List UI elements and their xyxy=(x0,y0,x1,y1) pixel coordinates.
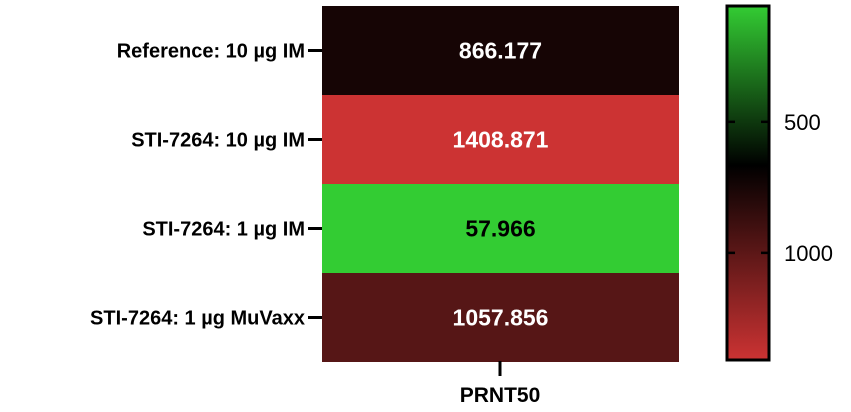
colorbar-gradient xyxy=(725,4,771,362)
x-axis: PRNT50 xyxy=(460,361,541,407)
heatmap-cell xyxy=(322,273,679,362)
colorbar: 500 1000 xyxy=(725,4,833,362)
heatmap-cell xyxy=(322,95,679,184)
row-label: STI-7264: 1 µg MuVaxx xyxy=(90,308,305,330)
cell-value-label: 57.966 xyxy=(465,216,535,242)
cell-value-label: 1408.871 xyxy=(453,127,549,153)
row-label: STI-7264: 1 µg IM xyxy=(142,219,305,241)
heatmap-cells: 866.177 1408.871 57.966 1057.856 xyxy=(322,6,679,362)
row-label: STI-7264: 10 µg IM xyxy=(131,130,305,152)
colorbar-tick-label: 1000 xyxy=(784,241,833,266)
colorbar-tick-label: 500 xyxy=(784,110,821,135)
heatmap-cell xyxy=(322,6,679,95)
row-labels: Reference: 10 µg IM STI-7264: 10 µg IM STI… xyxy=(90,41,322,330)
heatmap-cell xyxy=(322,184,679,273)
row-label: Reference: 10 µg IM xyxy=(117,41,305,63)
cell-value-label: 866.177 xyxy=(459,38,542,64)
cell-value-label: 1057.856 xyxy=(453,305,549,331)
x-axis-label: PRNT50 xyxy=(460,384,541,407)
